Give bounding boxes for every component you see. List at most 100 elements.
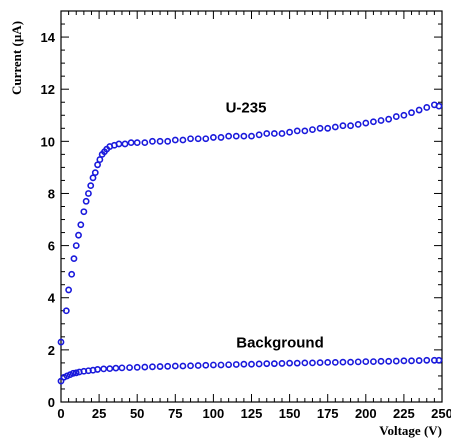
- data-point: [423, 356, 431, 364]
- data-point: [187, 135, 194, 143]
- x-tick-label: 0: [57, 406, 64, 421]
- data-point: [65, 286, 73, 294]
- data-point: [171, 136, 179, 144]
- data-point: [293, 359, 301, 367]
- y-tick-label: 4: [48, 291, 56, 306]
- data-point: [127, 139, 135, 147]
- data-point: [392, 357, 400, 365]
- x-tick-label: 75: [168, 406, 182, 421]
- data-point: [96, 156, 104, 163]
- data-point: [316, 124, 324, 132]
- data-point: [141, 363, 149, 371]
- data-point: [194, 362, 202, 369]
- data-point: [377, 117, 385, 124]
- x-tick-label: 25: [92, 406, 106, 421]
- data-point: [301, 359, 309, 367]
- x-tick-label: 250: [431, 406, 451, 421]
- data-point: [263, 130, 271, 137]
- data-point: [75, 231, 82, 239]
- annotation-u235: U-235: [226, 100, 267, 117]
- data-point: [240, 132, 248, 140]
- data-point: [141, 139, 149, 147]
- data-point: [248, 132, 255, 140]
- axis-ticks: [60, 10, 443, 403]
- data-point: [324, 358, 332, 366]
- x-axis-title: Voltage (V): [379, 423, 442, 438]
- data-point: [209, 361, 217, 369]
- data-point: [112, 364, 120, 372]
- data-point: [339, 358, 347, 366]
- data-point: [255, 360, 263, 368]
- data-point: [331, 358, 339, 366]
- data-point: [133, 139, 141, 147]
- data-point: [62, 307, 70, 315]
- data-point: [316, 359, 324, 367]
- series-background: [57, 356, 443, 385]
- data-point: [232, 361, 240, 368]
- data-point: [69, 369, 77, 377]
- y-tick-label: 8: [48, 186, 55, 201]
- data-point: [423, 104, 431, 111]
- series-u235: [57, 101, 443, 346]
- data-point: [118, 364, 126, 372]
- data-point: [377, 357, 385, 365]
- data-point: [354, 358, 362, 366]
- data-point: [435, 102, 443, 110]
- data-point: [339, 122, 347, 130]
- y-tick-label: 14: [41, 30, 56, 45]
- data-point: [80, 208, 88, 216]
- data-point: [278, 360, 286, 367]
- data-point: [217, 134, 225, 141]
- data-point: [370, 358, 377, 365]
- data-point: [126, 364, 133, 371]
- data-point: [415, 357, 423, 364]
- data-point: [347, 358, 354, 366]
- data-point: [324, 124, 332, 132]
- data-point: [370, 118, 377, 126]
- data-point: [156, 137, 164, 145]
- data-point: [286, 359, 293, 367]
- data-point: [194, 135, 202, 143]
- data-point: [408, 357, 415, 365]
- data-point: [347, 122, 354, 130]
- data-markers: [57, 101, 443, 385]
- data-point: [354, 120, 362, 128]
- data-point: [362, 119, 370, 127]
- data-point: [72, 369, 80, 377]
- y-axis-title: Current (µA): [9, 21, 24, 95]
- x-tick-label: 125: [241, 406, 263, 421]
- data-point: [270, 130, 278, 137]
- data-point: [156, 363, 164, 370]
- data-point: [309, 359, 316, 367]
- data-point: [362, 358, 370, 365]
- data-point: [57, 338, 65, 346]
- data-point: [309, 126, 316, 134]
- data-point: [400, 111, 408, 119]
- data-point: [225, 132, 233, 140]
- data-point: [72, 242, 80, 249]
- data-point: [270, 360, 278, 368]
- axis-tick-labels: 0 25 50 75 100 125 150 175 200 225 250 0 2 4 6 8 10 12 14: [41, 30, 451, 421]
- annotation-background: Background: [236, 334, 324, 351]
- data-point: [225, 361, 233, 369]
- x-tick-label: 200: [355, 406, 377, 421]
- data-point: [94, 161, 101, 169]
- data-point: [179, 136, 187, 144]
- data-point: [385, 115, 393, 123]
- data-point: [301, 127, 309, 135]
- data-point: [217, 361, 225, 369]
- data-point: [94, 366, 101, 373]
- data-point: [106, 365, 114, 373]
- x-tick-label: 175: [317, 406, 339, 421]
- x-tick-label: 100: [203, 406, 225, 421]
- data-point: [171, 362, 179, 370]
- data-point: [385, 357, 393, 365]
- data-point: [82, 197, 90, 205]
- data-point: [408, 109, 415, 117]
- data-point: [255, 131, 263, 139]
- data-point: [164, 362, 172, 370]
- data-point: [85, 190, 92, 197]
- data-point: [149, 363, 156, 371]
- data-point: [232, 132, 240, 140]
- data-point: [77, 221, 85, 229]
